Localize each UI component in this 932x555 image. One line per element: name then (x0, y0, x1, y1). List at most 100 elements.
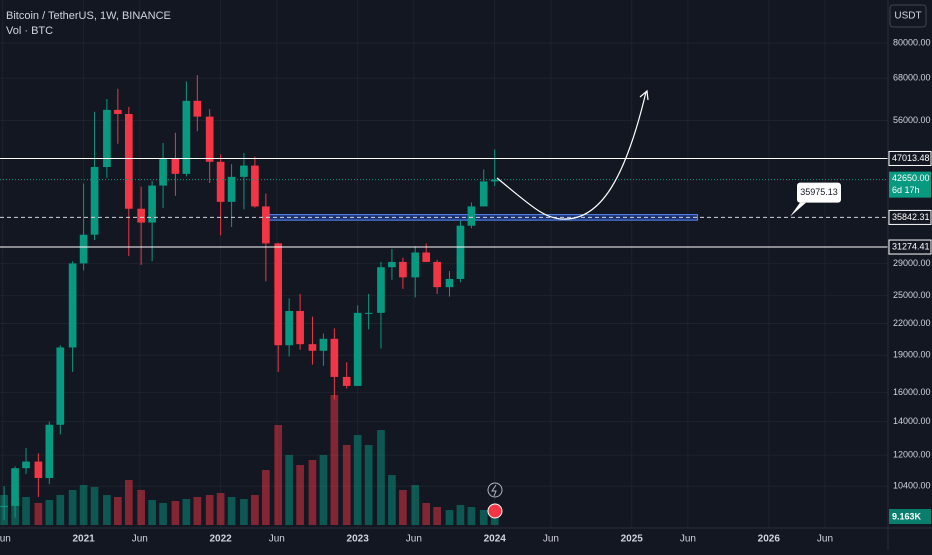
candle-body (308, 344, 317, 351)
y-tick-label: 68000.00 (893, 73, 931, 83)
event-icon[interactable] (487, 503, 503, 519)
candle-body (103, 109, 111, 168)
level-label: 31274.41 (892, 241, 930, 251)
volume-bar (399, 490, 407, 525)
volume-bar (422, 503, 431, 525)
volume-bar (433, 507, 441, 525)
volume-bar (114, 497, 122, 525)
volume-bar (159, 503, 167, 525)
x-tick-label: 2023 (347, 534, 370, 545)
candle-body (34, 461, 43, 479)
volume-title: Vol · BTC (6, 25, 53, 37)
volume-bar (45, 500, 54, 525)
currency-box[interactable] (889, 4, 927, 28)
candle-body (296, 310, 304, 345)
x-tick-label: Jun (817, 534, 833, 545)
x-tick-label: 2024 (484, 534, 507, 545)
x-tick-label: Jun (406, 534, 422, 545)
candle-body (56, 347, 65, 425)
x-tick-label: Jun (132, 534, 148, 545)
candle-body (364, 312, 373, 314)
y-tick-label: 10400.00 (893, 481, 931, 491)
volume-bar (479, 510, 488, 525)
candle-body (342, 376, 351, 386)
candle-body (285, 310, 293, 346)
candle-body (22, 461, 30, 469)
candle-body (262, 206, 270, 244)
volume-bar (205, 495, 214, 525)
y-tick-label: 12000.00 (893, 450, 931, 460)
candle-body (411, 252, 420, 278)
candle-body (90, 167, 99, 235)
level-label-box (888, 150, 932, 166)
candle-body (193, 100, 202, 117)
candle-body (137, 208, 145, 223)
candle-body (114, 109, 122, 114)
candle-body (171, 158, 180, 174)
chart-title: Bitcoin / TetherUS, 1W, BINANCE (6, 10, 171, 22)
volume-bar (68, 490, 77, 525)
candle-body (490, 179, 499, 182)
candle-body (456, 225, 465, 279)
x-tick-label: 2025 (621, 534, 644, 545)
x-tick-label: Jun (269, 534, 285, 545)
volume-bar (103, 495, 111, 525)
callout-label: 35975.13 (800, 187, 838, 197)
candle-body (422, 252, 431, 262)
level-label: 35842.31 (892, 212, 930, 222)
volume-bar (262, 470, 270, 525)
y-tick-label: 25000.00 (893, 290, 931, 300)
candle-body (11, 468, 19, 506)
level-label: 47013.48 (892, 153, 930, 163)
candle-body (205, 116, 214, 162)
volume-bar (90, 487, 99, 525)
volume-bar (34, 503, 43, 525)
x-tick-label: Jun (0, 534, 11, 545)
alert-icon[interactable] (487, 482, 503, 498)
x-tick-label: 2026 (758, 534, 781, 545)
volume-bar (193, 497, 202, 525)
level-label-box (888, 239, 932, 255)
candle-body (0, 505, 8, 508)
candle-body (45, 424, 54, 479)
volume-bar (285, 455, 293, 525)
level-label-box (888, 209, 932, 225)
callout-box (797, 182, 841, 203)
volume-bar (319, 455, 328, 525)
volume-bar (353, 435, 362, 525)
candle-body (319, 338, 328, 351)
x-tick-label: Jun (680, 534, 696, 545)
y-tick-label: 14000.00 (893, 416, 931, 426)
volume-bar (364, 445, 373, 525)
x-tick-label: 2022 (210, 534, 233, 545)
x-tick-label: 2021 (72, 534, 95, 545)
volume-bar (148, 500, 156, 525)
candle-body (377, 267, 385, 313)
currency: USDT (894, 11, 921, 22)
projection-arrow (496, 91, 647, 220)
candle-body (79, 234, 88, 264)
volume-bar (251, 495, 259, 525)
volume-bar (308, 460, 317, 525)
y-tick-label: 56000.00 (893, 115, 931, 125)
candle-body (124, 113, 133, 209)
candle-body (148, 185, 156, 223)
volume-bar (182, 499, 191, 525)
candle-body (68, 263, 77, 348)
volume-bar (22, 497, 30, 525)
y-tick-label: 16000.00 (893, 387, 931, 397)
volume-bar (216, 493, 225, 525)
volume-bar (456, 505, 465, 525)
volume-bar (342, 445, 351, 525)
volume-bar (296, 465, 304, 525)
volume-bar (330, 395, 339, 525)
y-tick-label: 29000.00 (893, 258, 931, 268)
volume-bar (445, 510, 454, 525)
candle-body (479, 181, 488, 207)
volume-bar (171, 501, 180, 525)
volume-bar (240, 499, 248, 525)
candle-body (353, 312, 362, 386)
volume-bar (388, 475, 396, 525)
volume-bar (274, 425, 283, 525)
